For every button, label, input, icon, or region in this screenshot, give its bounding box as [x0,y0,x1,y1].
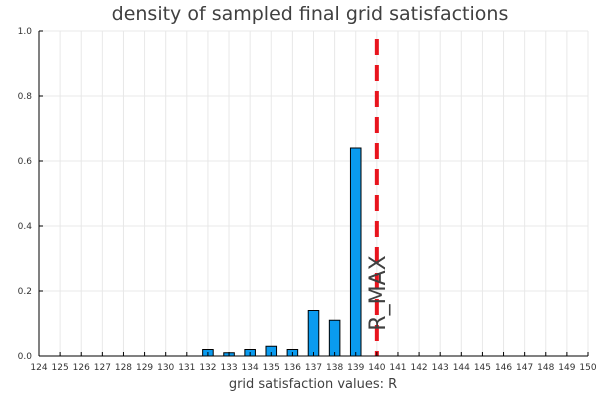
bar-139 [349,147,362,357]
x-tick-label: 125 [52,363,69,373]
y-tick-label: 0.0 [18,352,33,362]
x-tick-label: 143 [432,363,449,373]
grid [38,30,589,357]
y-tick-label: 0.6 [18,157,33,167]
x-axis-label: grid satisfaction values: R [229,377,397,392]
bar-138 [328,319,341,357]
x-tick-label: 132 [199,363,216,373]
axes [38,30,589,357]
y-tick-label: 0.2 [18,287,32,297]
y-tick-label: 1.0 [18,27,33,37]
x-tick-label: 140 [368,363,385,373]
bar-137 [307,310,320,357]
x-tick-label: 148 [537,363,554,373]
bars [202,147,362,357]
reference-line-group: R_MAX [366,39,391,356]
x-tick-label: 145 [474,363,491,373]
x-tick-label: 129 [136,363,153,373]
y-tick-labels: 0.0 0.2 0.4 0.6 0.8 1.0 [18,27,33,362]
x-tick-label: 127 [94,363,111,373]
x-tick-label: 128 [115,363,132,373]
x-tick-label: 138 [326,363,343,373]
x-tick-label: 124 [30,363,47,373]
x-tick-label: 133 [220,363,237,373]
x-tick-label: 141 [389,363,406,373]
x-tick-label: 136 [284,363,301,373]
x-tick-labels: 124 125 126 127 128 129 130 131 132 133 134 135 136 1… [30,363,596,373]
reference-line-label: R_MAX [366,255,391,330]
chart-title: density of sampled final grid satisfacti… [112,3,509,25]
x-tick-label: 147 [516,363,533,373]
x-tick-label: 126 [73,363,90,373]
x-tick-label: 130 [157,363,174,373]
x-tick-label: 134 [242,363,259,373]
y-tick-label: 0.4 [18,222,33,232]
x-tick-label: 150 [579,363,596,373]
x-tick-label: 135 [263,363,280,373]
y-tick-label: 0.8 [18,92,33,102]
x-tick-label: 149 [558,363,575,373]
x-tick-label: 131 [178,363,195,373]
x-tick-label: 144 [453,363,470,373]
x-tick-label: 139 [347,363,364,373]
x-tick-label: 137 [305,363,322,373]
x-tick-label: 142 [410,363,427,373]
x-tick-label: 146 [495,363,512,373]
